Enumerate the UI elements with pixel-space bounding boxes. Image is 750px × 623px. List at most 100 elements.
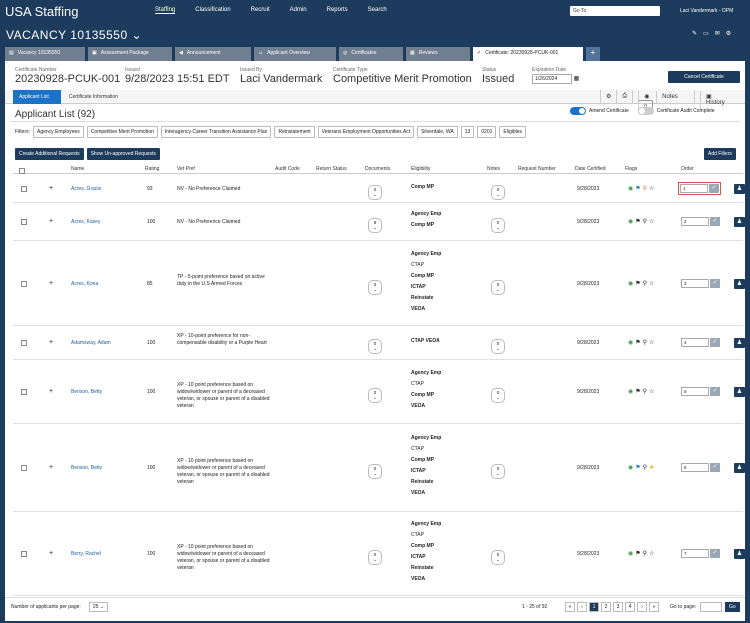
pin-icon[interactable]: ⚲ bbox=[642, 389, 648, 395]
notes-select[interactable]: 0 ⌄ bbox=[491, 218, 505, 233]
user-action-icon[interactable]: ♟ bbox=[734, 278, 745, 289]
next-page-button[interactable]: › bbox=[637, 602, 647, 612]
nav-admin[interactable]: Admin bbox=[289, 7, 307, 13]
user-action-icon[interactable]: ♟ bbox=[734, 463, 745, 473]
tab-certificates[interactable]: ◎ Certificates bbox=[339, 47, 403, 61]
documents-select[interactable]: 0 ⌄ bbox=[368, 185, 382, 200]
nav-recruit[interactable]: Recruit bbox=[250, 7, 270, 13]
documents-select[interactable]: 0 ⌄ bbox=[368, 388, 382, 403]
check-icon[interactable]: ✓ bbox=[710, 387, 720, 396]
goto-input[interactable]: Go To bbox=[570, 6, 660, 16]
settings-icon[interactable]: ⚙ bbox=[600, 90, 616, 104]
order-input[interactable]: 5 bbox=[681, 387, 709, 396]
page-button[interactable]: 4 bbox=[625, 602, 635, 612]
applicant-name-link[interactable]: Acres, Gracie bbox=[71, 186, 102, 192]
check-circle-icon[interactable]: ◉ bbox=[628, 186, 634, 192]
order-input[interactable]: 2 bbox=[681, 217, 709, 226]
applicant-name-link[interactable]: Berry, Rachel bbox=[71, 551, 101, 557]
notes-button[interactable]: ◉ Notes 0 bbox=[632, 90, 694, 114]
expand-icon[interactable]: + bbox=[49, 185, 54, 192]
history-button[interactable]: ▣ History bbox=[694, 90, 745, 109]
filter-chip[interactable]: 0201 bbox=[477, 126, 497, 138]
filter-chip[interactable]: Reinstatement bbox=[274, 126, 315, 138]
flag-icon[interactable]: ⚑ bbox=[635, 340, 641, 346]
settings-icon[interactable]: ⚙ bbox=[725, 31, 732, 37]
tab-announcement[interactable]: ◀ Announcement bbox=[175, 47, 251, 61]
pin-icon[interactable]: ⚲ bbox=[642, 551, 648, 557]
filter-chip[interactable]: Veterans Employment Opportunities Act bbox=[317, 126, 415, 138]
tab-assessment[interactable]: ▣ Assessment Package bbox=[88, 47, 172, 61]
check-icon[interactable]: ✓ bbox=[710, 549, 720, 558]
check-icon[interactable]: ✓ bbox=[709, 184, 719, 193]
applicant-name-link[interactable]: Adamsway, Adam bbox=[71, 340, 111, 346]
vacancy-title[interactable]: VACANCY 10135550 ⌄ bbox=[6, 28, 143, 42]
star-icon[interactable]: ☆ bbox=[649, 186, 655, 192]
check-circle-icon[interactable]: ◉ bbox=[628, 551, 634, 557]
filter-chip[interactable]: 13 bbox=[460, 126, 475, 138]
star-icon[interactable]: ☆ bbox=[649, 389, 655, 395]
folder-icon[interactable]: ▭ bbox=[703, 31, 709, 37]
nav-search[interactable]: Search bbox=[367, 7, 387, 13]
flag-icon[interactable]: ⚑ bbox=[635, 389, 641, 395]
page-button[interactable]: 1 bbox=[589, 602, 599, 612]
check-circle-icon[interactable]: ◉ bbox=[628, 389, 634, 395]
add-filters-button[interactable]: Add Filters bbox=[704, 148, 736, 160]
user-action-icon[interactable]: ♟ bbox=[734, 549, 745, 559]
check-icon[interactable]: ✓ bbox=[710, 463, 720, 472]
flag-icon[interactable]: ⚑ bbox=[635, 186, 641, 192]
mail-icon[interactable]: ✉ bbox=[714, 31, 720, 37]
check-circle-icon[interactable]: ◉ bbox=[628, 340, 634, 346]
star-icon[interactable]: ☆ bbox=[649, 219, 655, 225]
page-button[interactable]: 2 bbox=[601, 602, 611, 612]
filter-chip[interactable]: Agency Employees bbox=[33, 126, 84, 138]
documents-select[interactable]: 0 ⌄ bbox=[368, 464, 382, 479]
check-icon[interactable]: ✓ bbox=[710, 278, 720, 288]
expand-icon[interactable]: + bbox=[49, 218, 54, 225]
expand-icon[interactable]: + bbox=[49, 279, 54, 287]
order-input[interactable]: 4 bbox=[681, 338, 709, 347]
flag-icon[interactable]: ⚑ bbox=[635, 465, 641, 471]
row-checkbox[interactable] bbox=[21, 219, 27, 225]
filter-chip[interactable]: Silverdale, WA bbox=[417, 126, 458, 138]
user-action-icon[interactable]: ♟ bbox=[734, 217, 745, 227]
prev-page-button[interactable]: ‹ bbox=[577, 602, 587, 612]
filter-chip[interactable]: Interagency Career Transition Assistance… bbox=[160, 126, 272, 138]
row-checkbox[interactable] bbox=[21, 340, 27, 346]
applicant-name-link[interactable]: Acres, Kasey bbox=[71, 219, 101, 225]
row-checkbox[interactable] bbox=[21, 551, 27, 557]
star-icon[interactable]: ★ bbox=[649, 465, 655, 471]
user-action-icon[interactable]: ♟ bbox=[734, 387, 745, 397]
add-tab-button[interactable]: + bbox=[586, 47, 600, 61]
expand-icon[interactable]: + bbox=[49, 388, 54, 395]
expand-icon[interactable]: + bbox=[49, 464, 54, 471]
calendar-icon[interactable]: ▦ bbox=[573, 76, 580, 82]
nav-staffing[interactable]: Staffing bbox=[155, 7, 176, 14]
row-checkbox[interactable] bbox=[21, 389, 27, 395]
pin-icon[interactable]: ⚲ bbox=[642, 465, 648, 471]
tab-vacancy[interactable]: ▤ Vacancy 10135550 bbox=[5, 47, 85, 61]
documents-select[interactable]: 0 ⌄ bbox=[368, 550, 382, 565]
row-checkbox[interactable] bbox=[21, 465, 27, 471]
go-button[interactable]: Go bbox=[725, 602, 740, 612]
documents-select[interactable]: 0 ⌄ bbox=[368, 339, 382, 354]
check-icon[interactable]: ✓ bbox=[710, 338, 720, 347]
filter-chip[interactable]: Competitive Merit Promotion bbox=[86, 126, 158, 138]
star-icon[interactable]: ☆ bbox=[649, 551, 655, 557]
create-requests-button[interactable]: Create Additional Requests bbox=[15, 148, 84, 160]
per-page-select[interactable]: 25 ⌄ bbox=[89, 602, 109, 612]
goto-page-input[interactable] bbox=[700, 602, 722, 612]
order-input[interactable]: 6 bbox=[681, 463, 709, 472]
page-button[interactable]: 3 bbox=[613, 602, 623, 612]
row-checkbox[interactable] bbox=[21, 186, 27, 192]
audit-toggle[interactable] bbox=[637, 107, 654, 115]
nav-classification[interactable]: Classification bbox=[195, 7, 231, 13]
notes-select[interactable]: 0 ⌄ bbox=[491, 464, 505, 479]
row-checkbox[interactable] bbox=[21, 280, 27, 287]
edit-icon[interactable]: ✎ bbox=[692, 31, 698, 37]
check-circle-icon[interactable]: ◉ bbox=[628, 465, 634, 471]
check-icon[interactable]: ✓ bbox=[710, 217, 720, 226]
expand-icon[interactable]: + bbox=[49, 339, 54, 346]
notes-select[interactable]: 0 ⌄ bbox=[491, 550, 505, 565]
check-circle-icon[interactable]: ◉ bbox=[628, 280, 634, 287]
star-icon[interactable]: ☆ bbox=[649, 280, 655, 287]
